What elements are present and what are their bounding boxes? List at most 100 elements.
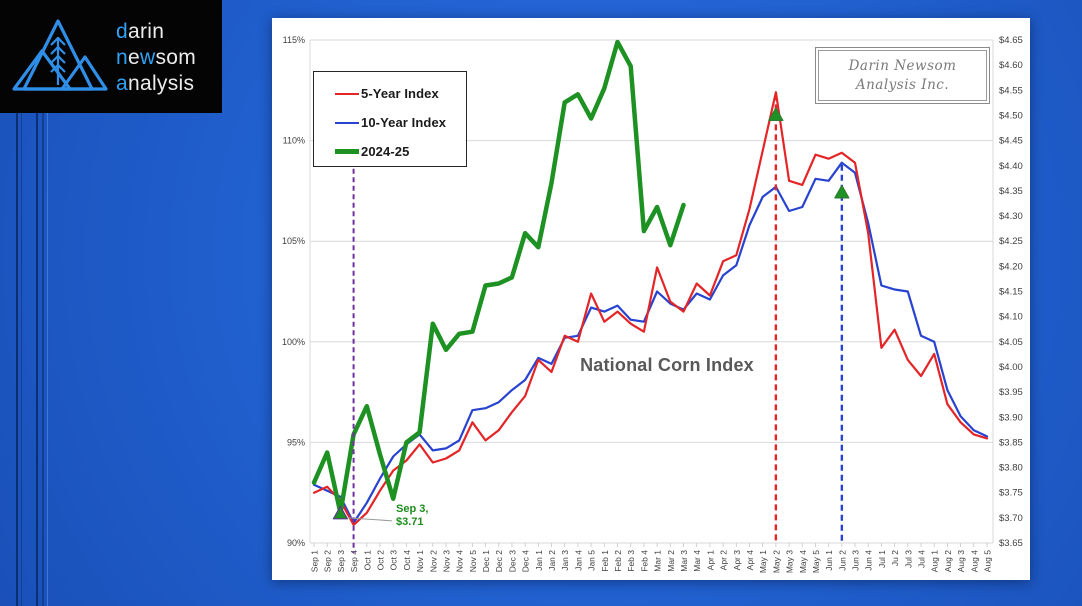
x-axis-label: Jul 1 xyxy=(877,550,887,568)
y-axis-label-left: 95% xyxy=(287,437,305,447)
legend-item: 10-Year Index xyxy=(314,108,466,137)
y-axis-label-right: $3.75 xyxy=(999,488,1023,499)
x-axis-label: Oct 3 xyxy=(389,550,399,571)
logo-text: darin newsom analysis xyxy=(116,19,196,97)
x-axis-label: Aug 5 xyxy=(983,550,993,572)
x-axis-label: Sep 2 xyxy=(323,550,333,572)
x-axis-label: Nov 4 xyxy=(455,550,465,572)
x-axis-label: Dec 3 xyxy=(507,550,517,572)
x-axis-label: Jan 1 xyxy=(534,550,544,571)
y-axis-label-left: 110% xyxy=(283,136,305,146)
logo-letter: a xyxy=(116,71,128,95)
x-axis-label: Apr 1 xyxy=(705,550,715,571)
legend-swatch xyxy=(335,149,359,154)
y-axis-label-right: $4.45 xyxy=(999,136,1023,147)
y-axis-label-left: 90% xyxy=(287,538,305,548)
x-axis-label: Jul 3 xyxy=(903,550,913,568)
x-axis-label: Dec 2 xyxy=(494,550,504,572)
y-axis-label-right: $4.40 xyxy=(999,161,1023,172)
corn-index-chart: 115% 110% 105% 100% 95% 90% $4.65 $4.60 $4.55 $4.… xyxy=(282,35,1023,573)
annotation-leader-line xyxy=(348,517,393,522)
y-axis-label-right: $4.55 xyxy=(999,85,1023,96)
x-axis-label: Jan 3 xyxy=(560,550,570,571)
x-axis-label: Mar 3 xyxy=(679,550,689,572)
x-axis-label: Oct 4 xyxy=(402,550,412,571)
x-axis-label: Oct 2 xyxy=(375,550,385,571)
x-axis-label: Sep 4 xyxy=(349,550,359,572)
x-axis-label: Nov 1 xyxy=(415,550,425,572)
x-axis-label: Aug 3 xyxy=(956,550,966,572)
chart-card: 115% 110% 105% 100% 95% 90% $4.65 $4.60 $4.55 $4.… xyxy=(272,18,1030,580)
y-axis-label-right: $4.50 xyxy=(999,110,1023,121)
y-axis-label-right: $4.65 xyxy=(999,35,1023,46)
triangle-marker-jun-2 xyxy=(834,184,850,199)
x-axis-label: Feb 4 xyxy=(639,550,649,572)
x-axis-label: Apr 3 xyxy=(732,550,742,571)
logo-letter: som xyxy=(155,45,197,69)
x-axis-label: Nov 2 xyxy=(428,550,438,572)
legend-label: 2024-25 xyxy=(361,144,410,159)
x-axis-label: Jun 3 xyxy=(851,550,861,571)
y-axis-label-left: 100% xyxy=(282,337,305,347)
y-axis-label-right: $4.60 xyxy=(999,60,1023,71)
x-axis-label: Oct 1 xyxy=(362,550,372,571)
x-axis-label: Jan 5 xyxy=(587,550,597,571)
legend-swatch xyxy=(335,121,359,124)
legend-item: 2024-25 xyxy=(314,137,466,166)
x-axis-label: Aug 4 xyxy=(969,550,979,572)
x-axis-label: Jun 4 xyxy=(864,550,874,571)
x-axis-label: Nov 3 xyxy=(441,550,451,572)
triangle-marker-may-2 xyxy=(768,107,784,122)
triangle-marker-sep-3 xyxy=(332,505,348,520)
x-axis-label: Nov 5 xyxy=(468,550,478,572)
chart-title: National Corn Index xyxy=(580,355,754,375)
x-axis-label: Ju 2 xyxy=(890,550,900,566)
y-axis-label-right: $3.90 xyxy=(999,412,1023,423)
x-axis-label: Mar 1 xyxy=(653,550,663,572)
x-axis-label: Sep 1 xyxy=(310,550,320,572)
series-line-2024-25 xyxy=(311,39,686,516)
legend-label: 10-Year Index xyxy=(361,115,447,130)
logo-letter: nalysis xyxy=(127,71,195,95)
x-axis-label: May 2 xyxy=(771,550,781,573)
x-axis-label: Apr 4 xyxy=(745,550,755,571)
logo-letter: w xyxy=(139,45,156,69)
y-axis-label-right: $4.00 xyxy=(999,362,1023,373)
x-axis-label: Aug 2 xyxy=(943,550,953,572)
decorative-stripe xyxy=(47,113,48,606)
decorative-stripe xyxy=(42,113,44,606)
y-axis-label-right: $4.25 xyxy=(999,236,1023,247)
logo-letter: n xyxy=(116,45,128,69)
decorative-stripe xyxy=(21,113,22,606)
y-axis-label-right: $4.30 xyxy=(999,211,1023,222)
series-line-10-year-index xyxy=(312,161,989,524)
logo-letter: d xyxy=(116,19,128,43)
x-axis-label: Dec 4 xyxy=(521,550,531,572)
brand-line1: Darin Newsom xyxy=(848,57,957,74)
x-axis-label: Mar 4 xyxy=(692,550,702,572)
decorative-stripe xyxy=(36,113,38,606)
y-axis-label-right: $3.95 xyxy=(999,387,1023,398)
x-axis-label: May 3 xyxy=(785,550,795,573)
legend-swatch xyxy=(335,92,359,95)
legend-item: 5-Year Index xyxy=(314,79,466,108)
dna-logo: darin newsom analysis xyxy=(0,0,222,113)
y-axis-label-right: $4.15 xyxy=(999,287,1023,298)
annotation-callout: Sep 3, $3.71 xyxy=(396,503,428,529)
y-axis-label-right: $3.80 xyxy=(999,463,1023,474)
x-axis-label: Apr 2 xyxy=(719,550,729,571)
y-axis-label-right: $4.20 xyxy=(999,261,1023,272)
x-axis-label: Mar 2 xyxy=(666,550,676,572)
y-axis-label-right: $3.65 xyxy=(999,538,1023,549)
y-axis-label-right: $4.05 xyxy=(999,337,1023,348)
annotation-line2: $3.71 xyxy=(396,516,424,528)
logo-letter: e xyxy=(127,45,140,69)
mountains-wheat-icon xyxy=(12,18,108,91)
x-axis-label: May 5 xyxy=(811,550,821,573)
y-axis-label-right: $3.70 xyxy=(999,513,1023,524)
series-line-5-year-index xyxy=(312,91,989,526)
x-axis-label: Jun 1 xyxy=(824,550,834,571)
annotation-line1: Sep 3, xyxy=(396,503,429,515)
brand-watermark: Darin Newsom Analysis Inc. xyxy=(815,47,990,104)
x-axis-label: Sep 3 xyxy=(336,550,346,572)
